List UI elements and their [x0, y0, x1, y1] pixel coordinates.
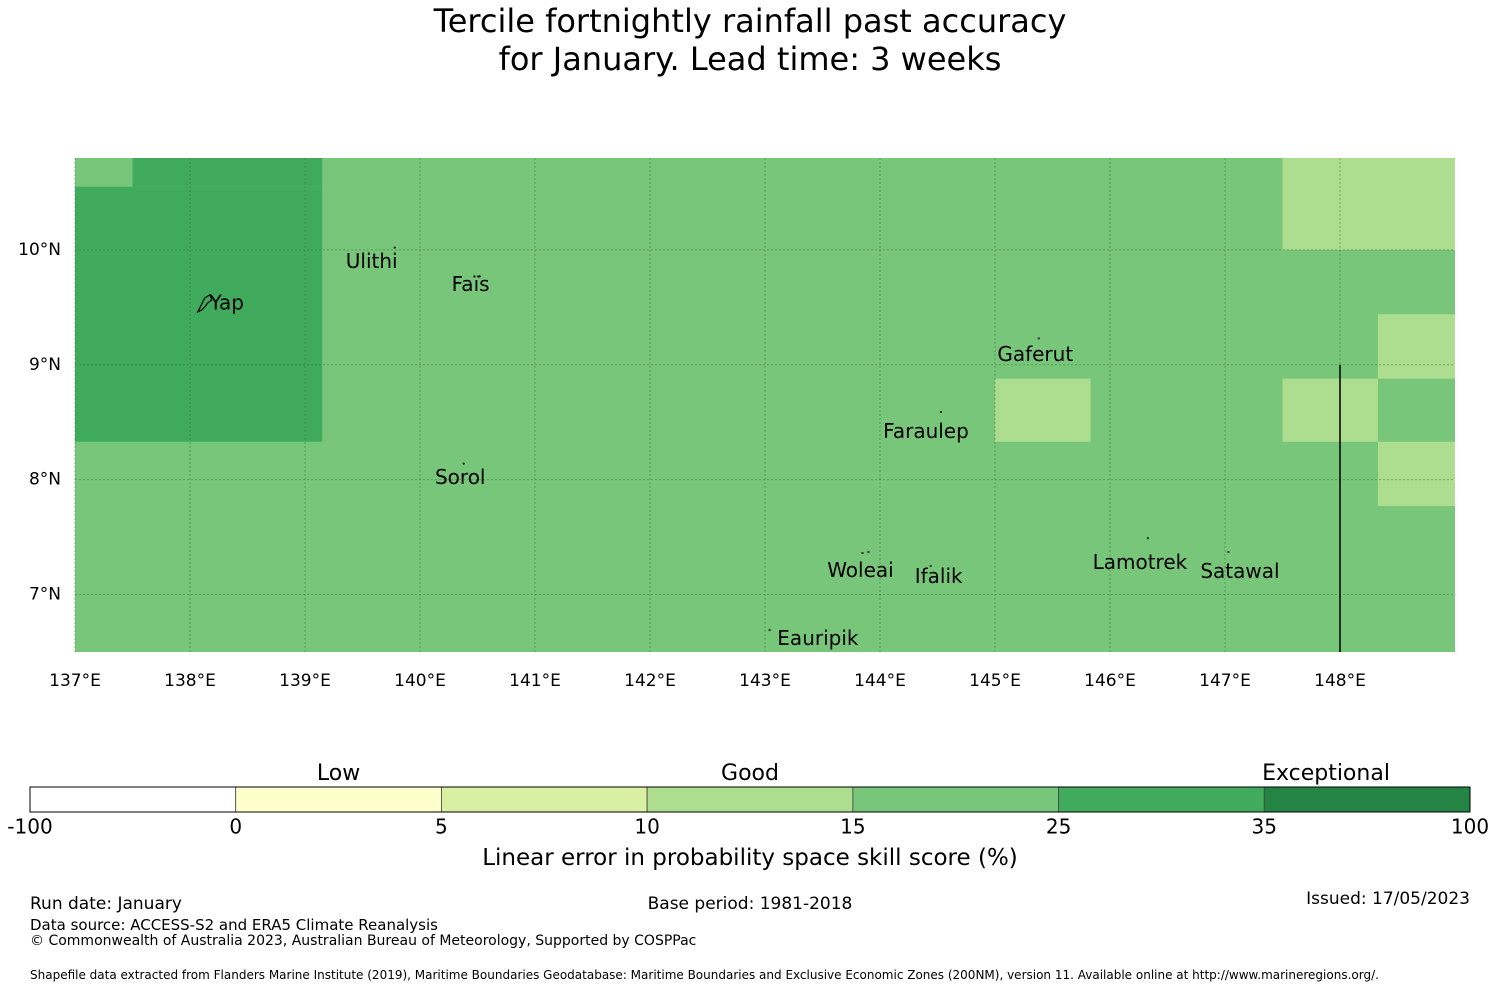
- shapefile-credit: Shapefile data extracted from Flanders M…: [30, 968, 1379, 982]
- island-label: Sorol: [435, 465, 486, 489]
- data-source: Data source: ACCESS-S2 and ERA5 Climate …: [30, 916, 438, 934]
- island-8: Lamotrek: [1093, 537, 1188, 574]
- island-marker: [768, 629, 771, 632]
- skill-cell-0: [75, 158, 133, 187]
- island-label: Faïs: [452, 272, 490, 296]
- islands: Yap Ulithi Faïs Gaferut Faraulep Sorol Woleai I…: [196, 246, 1280, 650]
- colorbar-tick-label: 10: [634, 815, 659, 839]
- island-3: Gaferut: [997, 337, 1073, 366]
- copyright: © Commonwealth of Australia 2023, Austra…: [30, 933, 697, 949]
- colorbar-axis-label: Linear error in probability space skill …: [482, 845, 1018, 871]
- island-marker: [929, 564, 932, 567]
- colorbar-tick-label: 15: [840, 815, 865, 839]
- title-line-1: Tercile fortnightly rainfall past accura…: [433, 2, 1067, 40]
- y-tick-label: 10°N: [18, 240, 61, 260]
- skill-cell-3: [1282, 158, 1455, 250]
- island-5: Sorol: [435, 462, 486, 489]
- legend-category-2: Exceptional: [1262, 761, 1390, 786]
- colorbar-tick-label: 100: [1451, 815, 1489, 839]
- island-label: Satawal: [1200, 559, 1279, 583]
- island-label: Faraulep: [883, 419, 969, 443]
- yap-outline: [196, 294, 213, 314]
- colorbar-bin-2: [441, 786, 648, 813]
- graticule: [74, 158, 1455, 652]
- island-marker: [478, 275, 481, 278]
- colorbar-tick-label: 5: [435, 815, 448, 839]
- island-6: Woleai: [827, 551, 894, 582]
- x-tick-label: 142°E: [624, 671, 676, 691]
- colorbar-tick-label: 35: [1252, 815, 1277, 839]
- x-tick-label: 139°E: [279, 671, 331, 691]
- y-tick-label: 7°N: [29, 585, 61, 605]
- island-marker: [867, 551, 870, 554]
- skill-cell-5: [1282, 378, 1378, 442]
- x-tick-label: 146°E: [1084, 671, 1136, 691]
- x-tick-label: 143°E: [739, 671, 791, 691]
- y-tick-label: 9°N: [29, 355, 61, 375]
- island-7: Ifalik: [915, 564, 963, 588]
- island-marker: [393, 246, 396, 249]
- x-tick-label: 144°E: [854, 671, 906, 691]
- colorbar-bin-3: [646, 786, 854, 813]
- x-tick-label: 138°E: [164, 671, 216, 691]
- island-marker: [1037, 337, 1040, 340]
- island-4: Faraulep: [883, 410, 969, 443]
- title-line-2: for January. Lead time: 3 weeks: [498, 40, 1002, 78]
- y-axis-ticks: 10°N 9°N 8°N 7°N: [18, 240, 61, 605]
- colorbar-tick-label: 25: [1046, 815, 1071, 839]
- colorbar-bin-4: [852, 786, 1059, 813]
- island-marker: [861, 552, 864, 555]
- island-label: Eauripik: [777, 626, 859, 650]
- x-tick-label: 137°E: [49, 671, 101, 691]
- island-marker: [462, 462, 465, 465]
- island-10: Eauripik: [768, 626, 859, 650]
- skill-cells: [75, 158, 1455, 507]
- legend-category-1: Good: [721, 761, 779, 786]
- island-2: Faïs: [452, 272, 490, 296]
- x-tick-label: 140°E: [394, 671, 446, 691]
- island-label: Lamotrek: [1093, 550, 1188, 574]
- colorbar-frame: [29, 786, 1471, 813]
- map-title: Tercile fortnightly rainfall past accura…: [0, 2, 1500, 78]
- x-axis-ticks: 137°E 138°E 139°E 140°E 141°E 142°E 143°E 144°E…: [49, 671, 1366, 691]
- island-1: Ulithi: [346, 246, 398, 273]
- run-date: Run date: January: [30, 894, 182, 914]
- x-tick-label: 147°E: [1199, 671, 1251, 691]
- y-tick-label: 8°N: [29, 470, 61, 490]
- colorbar-legend: -100 0 5 10 15 25 35 100 Low Good Exceptional: [7, 761, 1489, 839]
- skill-cell-2: [75, 186, 323, 442]
- colorbar-bin-5: [1058, 786, 1265, 813]
- island-marker: [1146, 537, 1149, 540]
- colorbar-tick-label: -100: [7, 815, 52, 839]
- skill-cell-6: [1377, 441, 1455, 507]
- x-tick-label: 148°E: [1314, 671, 1366, 691]
- colorbar-bin-1: [235, 786, 442, 813]
- skill-cell-7: [995, 378, 1091, 442]
- x-tick-label: 145°E: [969, 671, 1021, 691]
- island-label: Ifalik: [915, 564, 963, 588]
- island-marker: [1227, 551, 1230, 554]
- colorbar-bin-6: [1263, 786, 1471, 813]
- x-tick-label: 141°E: [509, 671, 561, 691]
- island-0: Yap: [196, 290, 244, 314]
- island-label: Gaferut: [997, 342, 1073, 366]
- island-marker: [939, 410, 942, 413]
- island-9: Satawal: [1200, 551, 1280, 583]
- skill-cell-1: [132, 158, 323, 187]
- island-label: Yap: [209, 290, 244, 314]
- island-label: Ulithi: [346, 249, 398, 273]
- colorbar-tick-label: 0: [229, 815, 242, 839]
- island-label: Woleai: [827, 558, 894, 582]
- issued-date: Issued: 17/05/2023: [1306, 889, 1470, 909]
- colorbar-bin-0: [29, 786, 237, 813]
- base-period: Base period: 1981-2018: [647, 894, 853, 914]
- legend-category-0: Low: [317, 761, 360, 786]
- skill-cell-4: [1377, 314, 1455, 379]
